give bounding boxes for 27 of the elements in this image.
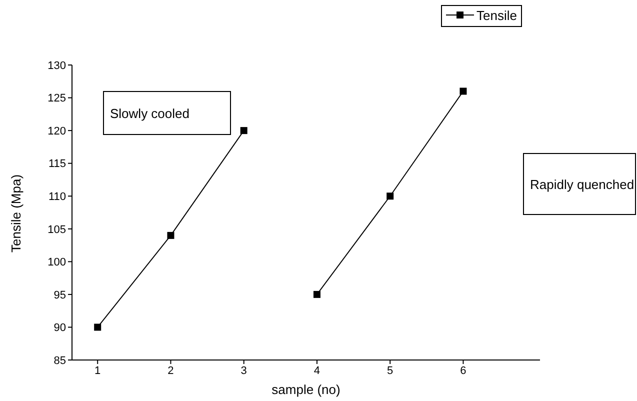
x-tick-label: 6 [460,364,466,377]
x-tick-label: 4 [314,364,320,377]
y-tick-label: 125 [48,92,66,105]
point [167,232,174,239]
point [386,192,394,200]
y-tick-label: 90 [54,322,66,334]
y-tick-label: 110 [48,191,66,204]
point [240,127,248,134]
x-tick-label: 5 [387,364,394,377]
x-axis-title: sample (no) [272,382,340,397]
x-tick-label: 1 [94,364,101,377]
point [460,88,467,95]
y-tick-label: 120 [48,125,66,138]
y-tick-label: 95 [54,289,66,302]
y-axis-title: Tensile (Mpa) [8,174,24,252]
text-box: Rapidly quenched [523,153,636,215]
y-tick-label: 105 [48,224,66,236]
y-tick-label: 130 [48,60,66,72]
text-box: Slowly cooled [103,91,231,135]
point [94,324,102,331]
y-tick-label: 100 [48,256,66,269]
x-tick-label: 3 [240,364,247,377]
x-tick-label: 2 [168,364,174,377]
y-tick-label: 85 [54,354,66,367]
legend-label: Tensile [476,8,517,22]
y-tick-label: 115 [48,158,66,170]
point [313,290,320,298]
